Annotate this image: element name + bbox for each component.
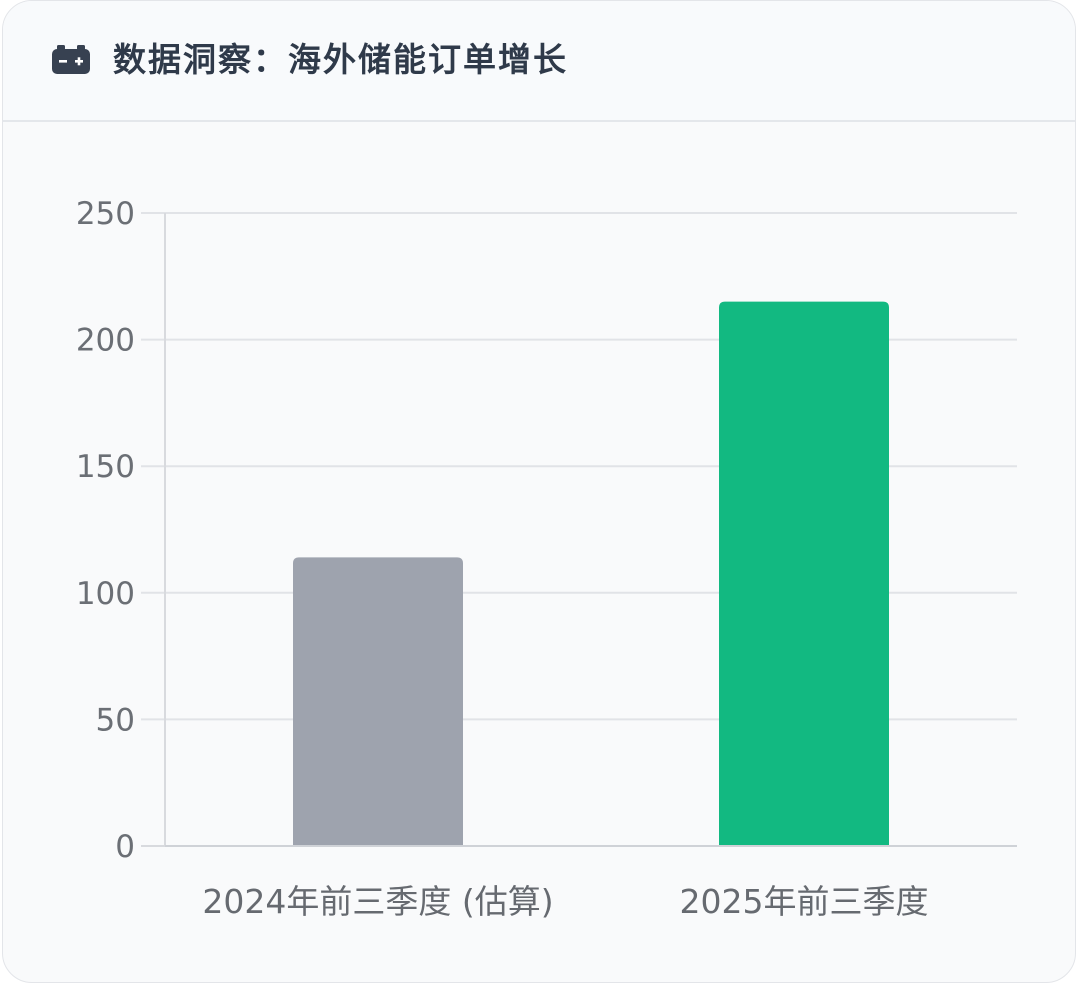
x-category-label: 2025年前三季度 — [680, 882, 929, 921]
battery-icon — [52, 45, 90, 74]
x-category-label: 2024年前三季度 (估算) — [202, 882, 553, 921]
y-tick-label: 150 — [76, 449, 135, 485]
card-title: 数据洞察：海外储能订单增长 — [113, 40, 568, 79]
axes — [164, 213, 1017, 847]
bar-1 — [293, 557, 463, 846]
bar-2 — [719, 301, 889, 846]
bars — [293, 301, 889, 846]
y-tick-label: 50 — [96, 702, 135, 738]
y-tick-label: 0 — [115, 829, 135, 865]
y-tick-labels: 0 50 100 150 200 250 — [76, 196, 135, 865]
y-tick-label: 200 — [76, 323, 135, 359]
bar-chart: 0 50 100 150 200 250 2024年前三季度 (估算) 2025年前三季度 — [76, 196, 1017, 921]
card-header: 数据洞察：海外储能订单增长 — [3, 1, 1075, 122]
y-tick-label: 100 — [76, 576, 135, 612]
y-tick-label: 250 — [76, 196, 135, 232]
x-category-labels: 2024年前三季度 (估算) 2025年前三季度 — [202, 882, 928, 921]
